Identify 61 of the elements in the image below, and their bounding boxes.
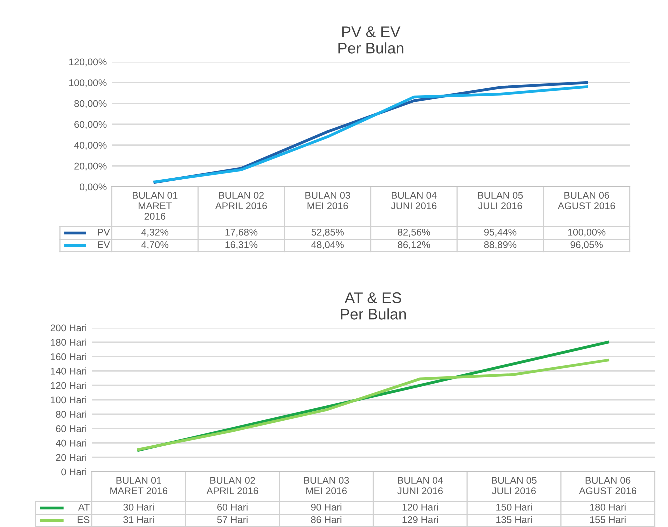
data-label: 57 Hari [217, 516, 248, 524]
data-label: 86 Hari [311, 516, 342, 524]
y-tick-label: 200 Hari [50, 324, 86, 332]
y-tick-label: 180 Hari [51, 338, 86, 346]
legend-label: AT [78, 504, 90, 511]
data-label: 135 Hari [496, 516, 532, 524]
data-label: 120 Hari [402, 504, 438, 511]
data-label: 4,32% [142, 228, 169, 238]
data-label: 86,12% [398, 241, 430, 250]
y-tick-label: 80,00% [74, 100, 107, 108]
y-tick-label: 60,00% [74, 121, 107, 130]
y-tick-label: 120,00% [70, 58, 107, 67]
y-tick-label: 60 Hari [56, 425, 86, 432]
x-tick-label: BULAN 03 MEI 2016 [304, 477, 350, 494]
x-tick-label: BULAN 04 JUNI 2016 [398, 477, 444, 494]
legend-label: ES [78, 516, 90, 524]
x-tick-label: BULAN 06 AGUST 2016 [579, 477, 636, 494]
chart-title: AT & ES Per Bulan [341, 292, 406, 320]
data-label: 52,85% [312, 228, 344, 238]
data-label: 155 Hari [590, 516, 626, 524]
data-label: 100,00% [568, 228, 606, 238]
legend-label: PV [98, 229, 110, 236]
data-label: 90 Hari [311, 504, 342, 511]
data-label: 48,04% [312, 241, 344, 250]
data-label: 95,44% [484, 228, 517, 238]
data-label: 129 Hari [402, 516, 438, 524]
data-label: 88,89% [484, 241, 517, 250]
legend-label: EV [98, 242, 110, 248]
x-tick-label: BULAN 05 JULI 2016 [492, 477, 537, 494]
x-tick-label: BULAN 01 MARET 2016 [133, 192, 178, 220]
y-tick-label: 40 Hari [56, 440, 86, 447]
x-tick-label: BULAN 02 APRIL 2016 [206, 477, 258, 494]
data-label: 60 Hari [218, 504, 248, 511]
data-label: 96,05% [570, 241, 603, 250]
chart-title: PV & EV Per Bulan [338, 26, 404, 54]
y-tick-label: 20 Hari [56, 454, 86, 462]
data-label: 17,68% [226, 228, 258, 238]
y-tick-label: 100,00% [70, 80, 107, 88]
y-tick-label: 100 Hari [51, 396, 86, 404]
data-label: 150 Hari [496, 504, 532, 511]
x-tick-label: BULAN 02 APRIL 2016 [215, 192, 268, 210]
y-tick-label: 0,00% [80, 184, 107, 192]
y-tick-label: 20,00% [74, 162, 107, 171]
y-tick-label: 120 Hari [51, 382, 86, 390]
y-tick-label: 80 Hari [56, 410, 86, 418]
x-tick-label: BULAN 01 MARET 2016 [110, 477, 168, 494]
x-tick-label: BULAN 06 AGUST 2016 [558, 192, 616, 210]
y-tick-label: 0 Hari [62, 468, 86, 476]
y-tick-label: 40,00% [74, 142, 107, 150]
data-label: 30 Hari [124, 504, 154, 511]
data-label: 4,70% [142, 241, 169, 250]
data-label: 180 Hari [590, 504, 626, 511]
y-tick-label: 140 Hari [51, 368, 86, 375]
data-label: 31 Hari [124, 516, 154, 524]
x-tick-label: BULAN 03 MEI 2016 [306, 192, 350, 210]
line-series [138, 359, 610, 452]
x-tick-label: BULAN 04 JUNI 2016 [391, 192, 437, 210]
data-label: 82,56% [398, 228, 430, 238]
x-tick-label: BULAN 05 JULI 2016 [478, 192, 524, 210]
data-label: 16,31% [226, 241, 258, 250]
y-tick-label: 160 Hari [51, 353, 86, 360]
